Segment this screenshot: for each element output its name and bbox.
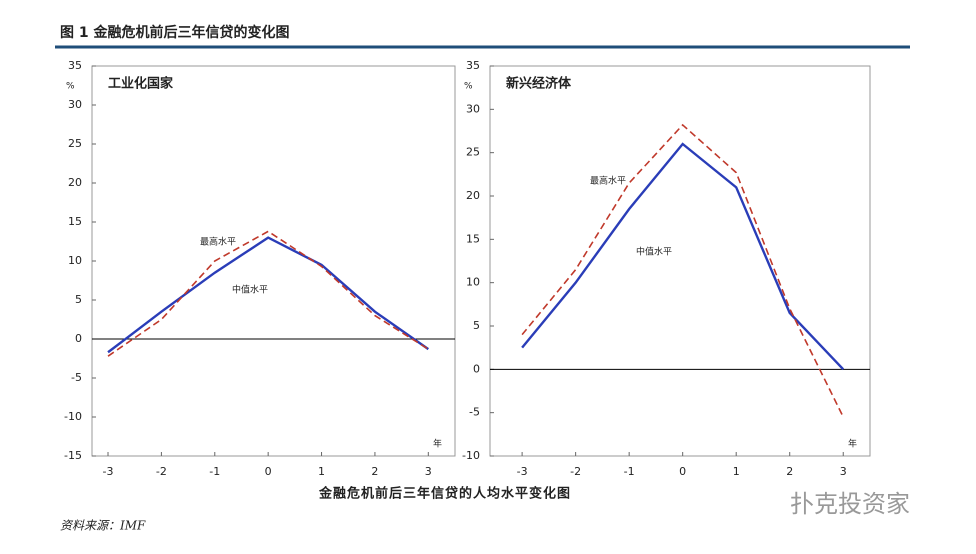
page-title: 图 1 金融危机前后三年信贷的变化图 — [60, 24, 290, 41]
panel-title: 工业化国家 — [108, 76, 174, 92]
x-tick-label: -3 — [103, 465, 114, 478]
y-tick-label: 0 — [473, 362, 480, 375]
y-tick-label: 35 — [68, 59, 82, 72]
y-tick-label: 20 — [466, 189, 480, 202]
y-tick-label: 15 — [466, 232, 480, 245]
x-tick-label: 1 — [318, 465, 325, 478]
x-tick-label: -1 — [624, 465, 635, 478]
series-line — [521, 142, 845, 371]
x-unit: 年 — [848, 438, 857, 450]
x-tick-label: -3 — [517, 465, 528, 478]
y-tick-label: -15 — [64, 449, 82, 462]
y-tick-label: 15 — [68, 215, 82, 228]
y-tick-label: 25 — [466, 146, 480, 159]
y-tick-label: -10 — [64, 410, 82, 423]
plot-frame — [91, 65, 456, 457]
y-tick-label: -10 — [462, 449, 480, 462]
x-tick-label: 3 — [840, 465, 847, 478]
series-label: 中值水平 — [636, 246, 672, 258]
y-unit: % — [464, 82, 473, 92]
plot-frame — [489, 65, 871, 457]
y-tick-label: -5 — [469, 406, 480, 419]
x-unit: 年 — [433, 438, 442, 450]
source: 资料来源：IMF — [60, 519, 146, 533]
series-label: 中值水平 — [232, 284, 268, 296]
y-tick-label: 20 — [68, 176, 82, 189]
x-tick-label: -1 — [209, 465, 220, 478]
x-axis-label: 金融危机前后三年信贷的人均水平变化图 — [318, 486, 571, 502]
series-line — [107, 236, 429, 354]
x-tick-label: 0 — [679, 465, 686, 478]
x-tick-label: -2 — [570, 465, 581, 478]
y-tick-label: 5 — [473, 319, 480, 332]
series-line — [107, 230, 429, 357]
y-tick-label: 10 — [68, 254, 82, 267]
watermark: 扑克投资家 — [790, 490, 910, 518]
x-tick-label: 3 — [425, 465, 432, 478]
series-label: 最高水平 — [200, 236, 236, 248]
y-tick-label: 10 — [466, 276, 480, 289]
panel-title: 新兴经济体 — [506, 76, 572, 92]
x-tick-label: 1 — [733, 465, 740, 478]
y-tick-label: 30 — [68, 98, 82, 111]
y-tick-label: 30 — [466, 102, 480, 115]
y-tick-label: 25 — [68, 137, 82, 150]
series-line — [521, 123, 844, 418]
x-tick-label: 2 — [371, 465, 378, 478]
x-tick-label: -2 — [156, 465, 167, 478]
x-tick-label: 2 — [786, 465, 793, 478]
series-label: 最高水平 — [590, 175, 626, 187]
y-unit: % — [66, 82, 75, 92]
y-tick-label: 0 — [75, 332, 82, 345]
y-tick-label: 5 — [75, 293, 82, 306]
y-tick-label: 35 — [466, 59, 480, 72]
y-tick-label: -5 — [71, 371, 82, 384]
x-tick-label: 0 — [265, 465, 272, 478]
